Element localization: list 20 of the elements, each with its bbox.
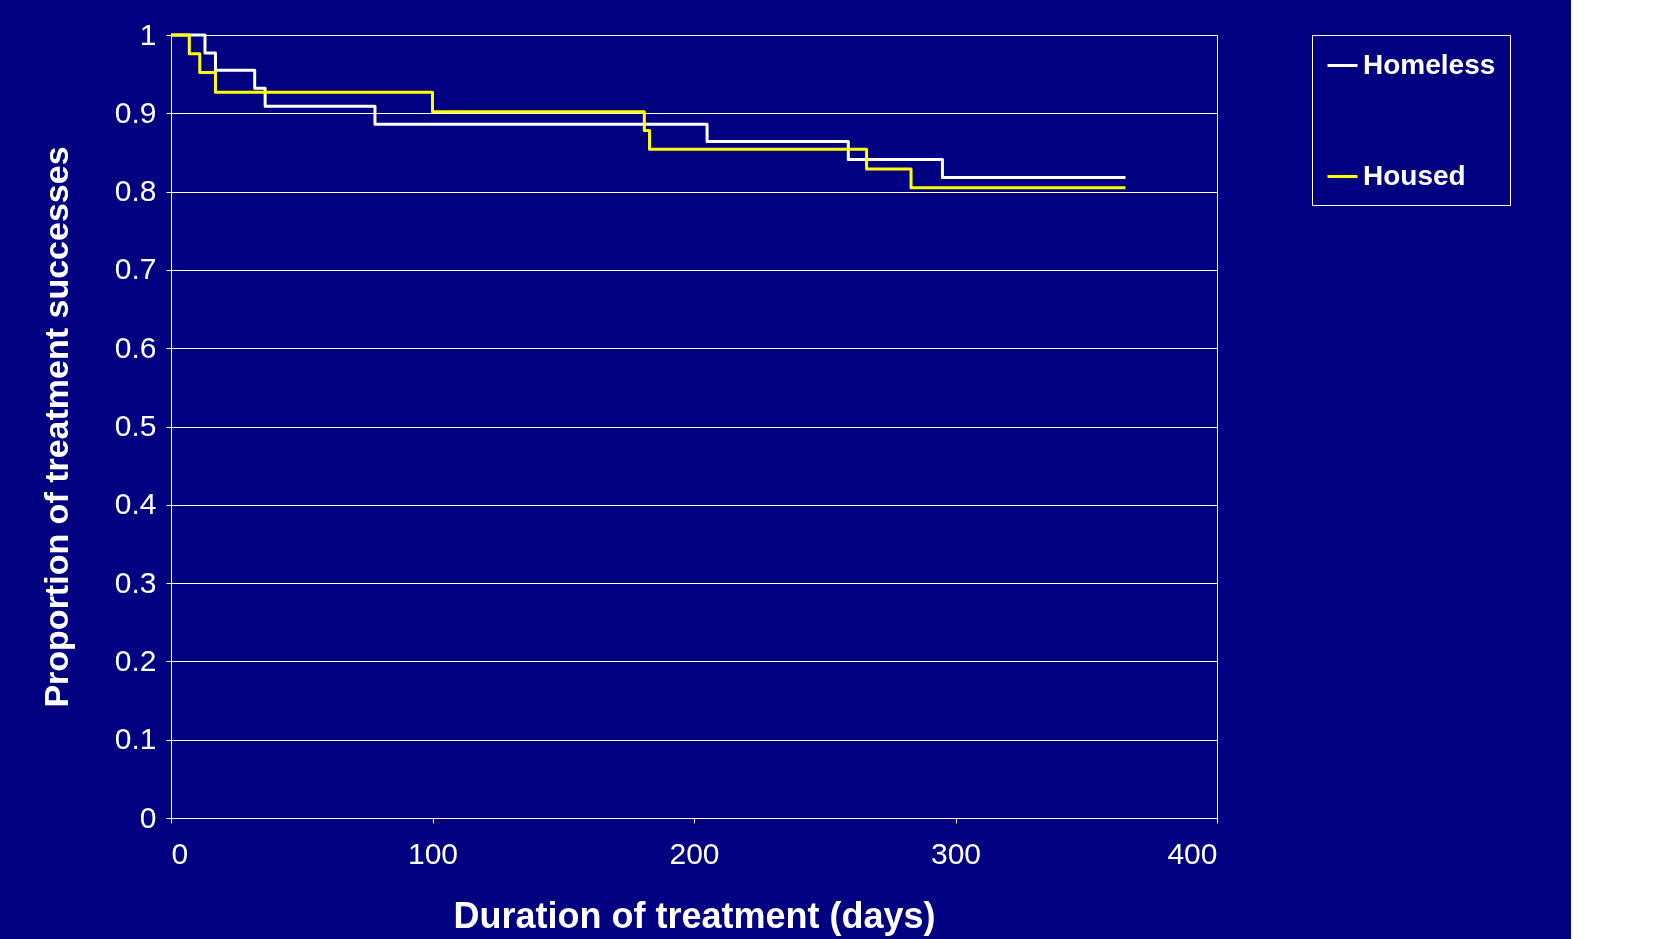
x-tick-label: 200: [669, 836, 720, 870]
y-tick-label: 0: [139, 800, 157, 834]
y-tick-label: 0.8: [114, 174, 157, 208]
x-axis-title: Duration of treatment (days): [453, 894, 936, 936]
y-tick-label: 0.2: [114, 643, 157, 677]
y-tick-label: 0.4: [114, 487, 157, 521]
y-tick-label: 0.1: [114, 722, 157, 756]
x-tick-label: 400: [1167, 836, 1218, 870]
y-tick-label: 1: [139, 17, 157, 51]
x-tick-label: 100: [407, 836, 459, 870]
x-tick-label: 0: [171, 836, 189, 870]
legend-label: Housed: [1363, 159, 1466, 191]
y-tick-label: 0.9: [114, 95, 157, 129]
y-tick-label: 0.3: [114, 565, 157, 599]
x-tick-label: 300: [930, 836, 982, 870]
legend-label: Homeless: [1363, 48, 1496, 80]
y-axis-title: Proportion of treatment successes: [36, 146, 75, 708]
y-tick-label: 0.7: [114, 252, 157, 286]
y-tick-label: 0.6: [114, 330, 157, 364]
y-tick-label: 0.5: [114, 409, 157, 442]
